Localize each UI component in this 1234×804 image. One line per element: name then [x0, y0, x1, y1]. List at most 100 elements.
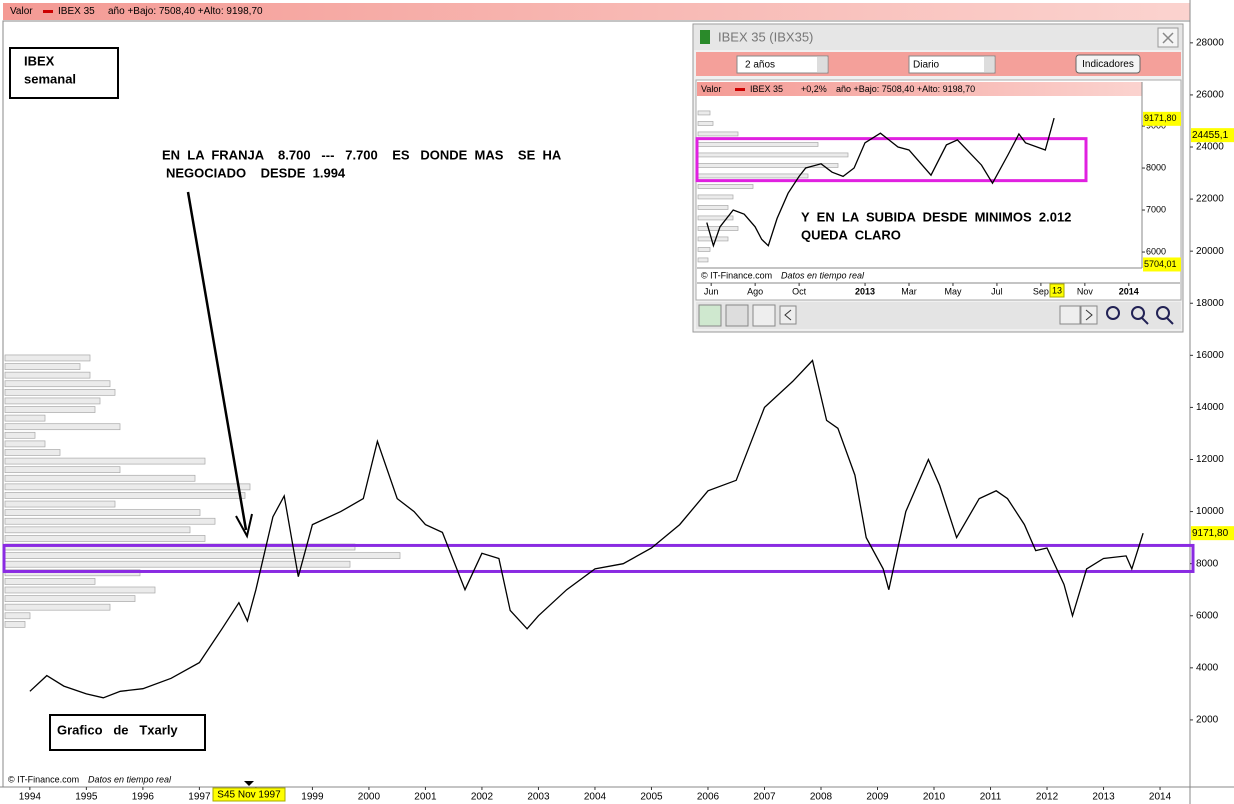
scroll-right[interactable] [1080, 305, 1098, 325]
zoom-out[interactable] [1131, 306, 1145, 320]
x-tick-label: 2012 [1036, 792, 1059, 803]
profile-bar [4, 354, 91, 362]
profile-bar [4, 586, 156, 594]
annotation: EN LA FRANJA 8.700 --- 7.700 ES DONDE MA… [162, 147, 562, 162]
profile-bar [4, 578, 96, 585]
x-tick-label: 2001 [414, 792, 437, 803]
profile-bar [4, 423, 121, 431]
y-tick-label: 26000 [1196, 90, 1224, 101]
inset-header-bar [697, 82, 1142, 96]
scroll-icon [784, 309, 792, 321]
tool-button[interactable] [725, 304, 749, 327]
profile-bar [697, 142, 819, 147]
window-titlebar [694, 25, 1182, 50]
y-tick-label: 8000 [1146, 162, 1166, 172]
profile-bar [697, 215, 734, 221]
price-tag-label: 24455,1 [1192, 130, 1229, 141]
x-tick-label: 2013 [855, 286, 875, 296]
arrow [186, 191, 248, 531]
profile-bar [4, 440, 46, 448]
price-tag [1143, 257, 1181, 272]
title-line: IBEX [24, 53, 55, 68]
y-tick-label: 24000 [1196, 142, 1224, 153]
x-tick-label: 2006 [697, 792, 720, 803]
source-note: Datos en tiempo real [88, 774, 172, 784]
profile-bar [4, 526, 191, 534]
title-box [9, 47, 119, 99]
x-tick-label: 2002 [471, 792, 494, 803]
close-icon [1162, 32, 1174, 44]
x-tick-label: 2003 [527, 792, 550, 803]
y-tick-label: 14000 [1196, 402, 1224, 413]
profile-bar [4, 603, 111, 611]
x-tick-label: 2004 [584, 792, 607, 803]
header-change: +0,2% [801, 84, 827, 94]
x-tick-label: May [944, 286, 962, 296]
profile-bar [4, 612, 31, 620]
author-box [49, 714, 206, 751]
annotation: NEGOCIADO DESDE 1.994 [166, 165, 346, 180]
source: © IT-Finance.com [8, 774, 79, 784]
x-tick-label: Jul [991, 286, 1003, 296]
profile-bar [4, 363, 81, 370]
scroll-icon [1085, 309, 1093, 321]
interval-select[interactable] [908, 55, 996, 74]
zoom-handle [1166, 317, 1174, 325]
x-tick-label: Oct [792, 286, 807, 296]
profile-bar [697, 205, 729, 210]
y-tick-label: 7000 [1146, 204, 1166, 214]
range-band [2, 543, 1195, 573]
profile-bar [697, 236, 729, 242]
y-tick-label: 28000 [1196, 37, 1224, 48]
profile-bar [4, 595, 136, 602]
price-tag [1191, 128, 1234, 143]
x-tick-label: 2009 [866, 792, 889, 803]
profile-bar [4, 371, 91, 379]
x-tick-label: 1997 [188, 792, 211, 803]
profile-bar [4, 517, 216, 525]
y-tick-label: 12000 [1196, 454, 1224, 465]
x-tick-label: Jun [704, 286, 719, 296]
profile-bar [4, 449, 61, 456]
select-arrow [984, 57, 994, 72]
y-tick-label: 22000 [1196, 194, 1224, 205]
indicators-label: Indicadores [1082, 59, 1134, 70]
x-tick-label: 1995 [75, 792, 98, 803]
header-range: año +Bajo: 7508,40 +Alto: 9198,70 [108, 6, 263, 17]
y-tick-label: 6000 [1196, 610, 1219, 621]
x-tick-label: 2013 [1092, 792, 1115, 803]
period-select[interactable] [736, 55, 829, 74]
tool-button[interactable] [698, 304, 722, 327]
cursor-tag [212, 787, 286, 802]
profile-bar [697, 257, 709, 263]
indicators-button[interactable] [1075, 54, 1141, 74]
x-tick-label: 2011 [980, 792, 1002, 803]
zoom-in[interactable] [1156, 306, 1170, 320]
tool-button[interactable] [752, 304, 776, 327]
profile-bar [4, 560, 351, 568]
y-tick-label: 6000 [1146, 246, 1166, 256]
profile-bar [697, 152, 849, 158]
price-tag-label: 9171,80 [1192, 528, 1229, 539]
window-icon [700, 30, 710, 44]
x-tick-label: 2010 [923, 792, 946, 803]
price-line [706, 117, 1055, 248]
inset-area [695, 79, 1182, 301]
range-band [695, 137, 1088, 183]
legend-swatch [43, 10, 53, 13]
y-tick-label: 18000 [1196, 298, 1224, 309]
profile-bar [697, 226, 739, 231]
toolbar [696, 302, 1181, 329]
profile-bar [4, 406, 96, 413]
zoom-fit[interactable] [1106, 306, 1120, 320]
y-tick-label: 2000 [1196, 715, 1219, 726]
profile-bar [4, 380, 111, 388]
header-symbol: IBEX 35 [750, 84, 783, 94]
x-tick-label: Sep [1033, 286, 1049, 296]
scroll-left[interactable] [779, 305, 797, 325]
source: © IT-Finance.com [701, 270, 772, 280]
scroll-thumb[interactable] [1059, 305, 1081, 325]
price-tag-label: 9171,80 [1144, 113, 1177, 123]
cursor-label: S45 Nov 1997 [217, 790, 281, 801]
